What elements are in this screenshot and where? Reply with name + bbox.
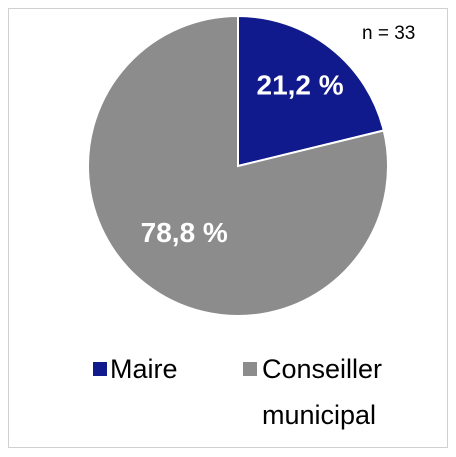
annotation: n = 33 — [362, 23, 415, 44]
slice-label: 21,2 % — [257, 69, 344, 100]
pie-slice — [237, 14, 385, 168]
legend-label: Maire — [110, 354, 178, 384]
legend-label: Conseiller municipal — [262, 354, 383, 430]
slice-label: 78,8 % — [141, 217, 228, 248]
pie-slice — [87, 14, 389, 317]
legend-swatch — [93, 362, 107, 376]
legend-swatch — [243, 362, 257, 376]
